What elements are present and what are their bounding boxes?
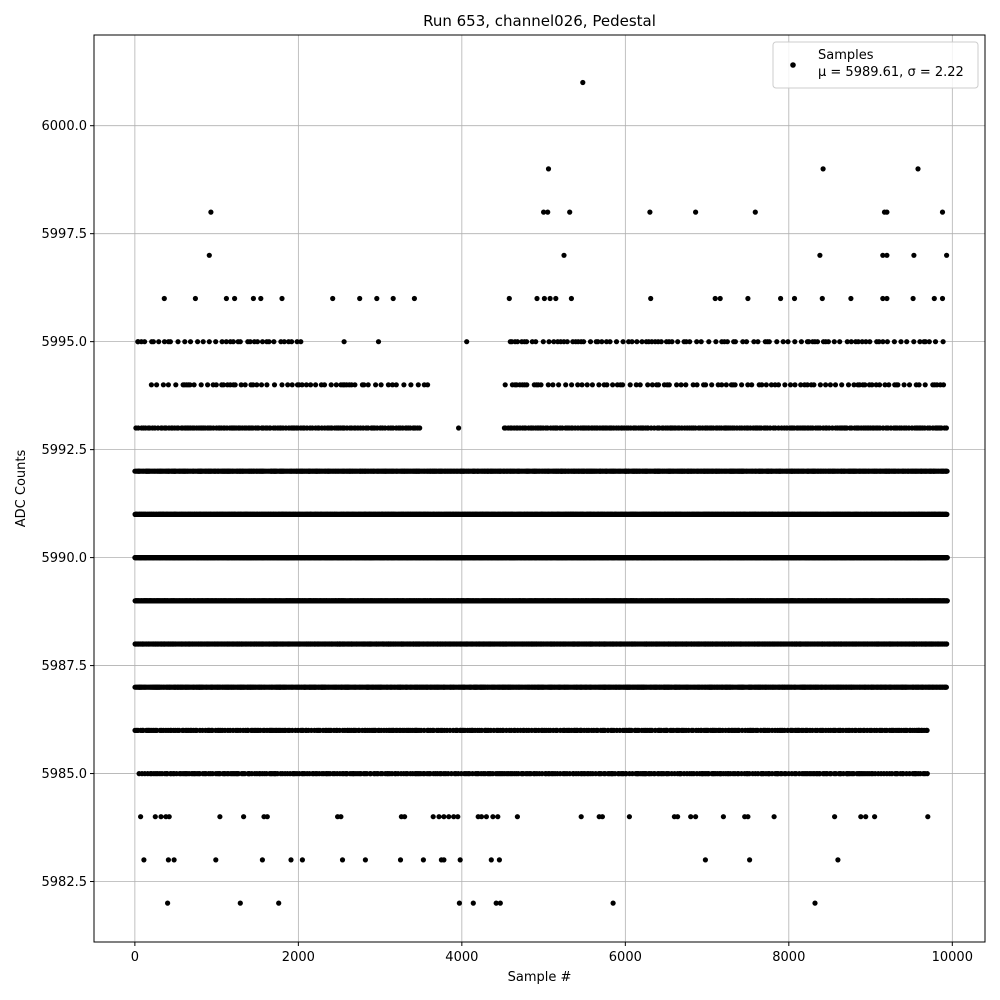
data-point [944, 555, 950, 561]
data-point [944, 598, 950, 604]
data-points [132, 79, 950, 906]
